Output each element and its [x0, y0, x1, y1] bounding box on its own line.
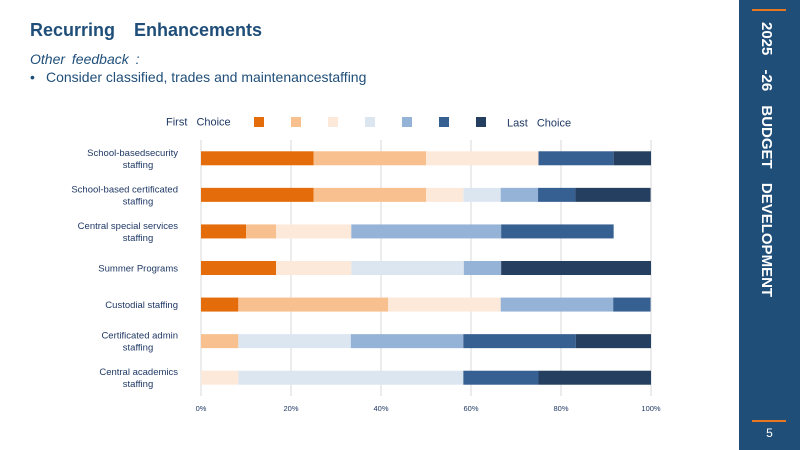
bar-segment	[575, 334, 651, 349]
bar-segment	[201, 334, 239, 349]
bar-segment	[201, 261, 277, 275]
x-tick-label: 40%	[373, 404, 388, 413]
category-label: Custodial staffing	[105, 300, 178, 311]
legend-swatch	[439, 117, 449, 127]
legend-last-label: Last Choice	[507, 118, 571, 130]
legend-first-label: First Choice	[166, 117, 231, 129]
x-tick-label: 60%	[463, 404, 478, 413]
bar-segment	[246, 224, 277, 239]
bar-segment	[276, 224, 352, 239]
bar-segment	[201, 297, 239, 312]
bar-segment	[313, 151, 426, 166]
bar-segment	[500, 187, 539, 202]
bar-segment	[238, 370, 464, 385]
legend-swatch	[402, 117, 412, 127]
bar-segment	[350, 334, 464, 349]
stacked-bar-chart: 0% 20% 40% 60% 80% 100% School-basedsecurity st…	[71, 117, 661, 414]
bar-segment	[351, 261, 464, 275]
x-tick-label: 100%	[641, 404, 661, 413]
category-label: Central academics staffing	[99, 367, 178, 390]
category-label: Certificated admin staffing	[101, 331, 178, 354]
sidebar: 2025 -26 BUDGET DEVELOPMENT 5	[739, 0, 800, 450]
bar-segment	[538, 151, 614, 166]
bar-segment	[238, 334, 351, 349]
bar-segment	[613, 297, 651, 312]
category-label: Summer Programs	[98, 264, 178, 275]
subhead: Other feedback :	[30, 51, 140, 67]
bar-segment	[500, 297, 614, 312]
legend-swatch	[254, 117, 264, 127]
bar-segment	[538, 370, 651, 385]
bullet-text: Consider classified, trades and maintena…	[46, 69, 367, 85]
bar-segment	[201, 370, 239, 385]
bar-segment	[238, 297, 389, 312]
slide-title: Recurring Enhancements	[30, 20, 263, 40]
legend-swatch	[476, 117, 486, 127]
x-tick-label: 0%	[196, 404, 207, 413]
bar-segment	[201, 151, 314, 166]
bar-segment	[463, 187, 501, 202]
x-tick-label: 80%	[553, 404, 568, 413]
bar-segment	[276, 261, 352, 275]
x-tick-label: 20%	[283, 404, 298, 413]
bar-segment	[351, 224, 502, 239]
bullet-item: • Consider classified, trades and mainten…	[30, 69, 366, 85]
page-number: 5	[766, 426, 773, 440]
sidebar-top-rule	[752, 9, 786, 11]
legend-swatch	[328, 117, 338, 127]
category-label: School-basedsecurity staffing	[87, 148, 178, 171]
legend-swatch	[291, 117, 301, 127]
bar-segment	[426, 187, 464, 202]
bullet-dot-icon: •	[30, 69, 35, 85]
sidebar-title: 2025 -26 BUDGET DEVELOPMENT	[758, 22, 775, 298]
bar-segment	[426, 151, 539, 166]
bar-segment	[201, 187, 314, 202]
bar-segment	[201, 224, 246, 239]
category-label: School-based certificated staffing	[71, 184, 178, 207]
bar-segment	[613, 151, 651, 166]
category-label: Central special services staffing	[78, 221, 179, 244]
bar-segment	[463, 261, 502, 275]
sidebar-bottom-rule	[752, 420, 786, 422]
bar-segment	[501, 261, 651, 275]
bar-segment	[388, 297, 501, 312]
legend-swatch	[365, 117, 375, 127]
bar-segment	[538, 187, 576, 202]
bar-segment	[575, 187, 651, 202]
bar-segment	[463, 334, 576, 349]
bar-segment	[313, 187, 426, 202]
bar-segment	[501, 224, 614, 239]
bar-segment	[463, 370, 539, 385]
